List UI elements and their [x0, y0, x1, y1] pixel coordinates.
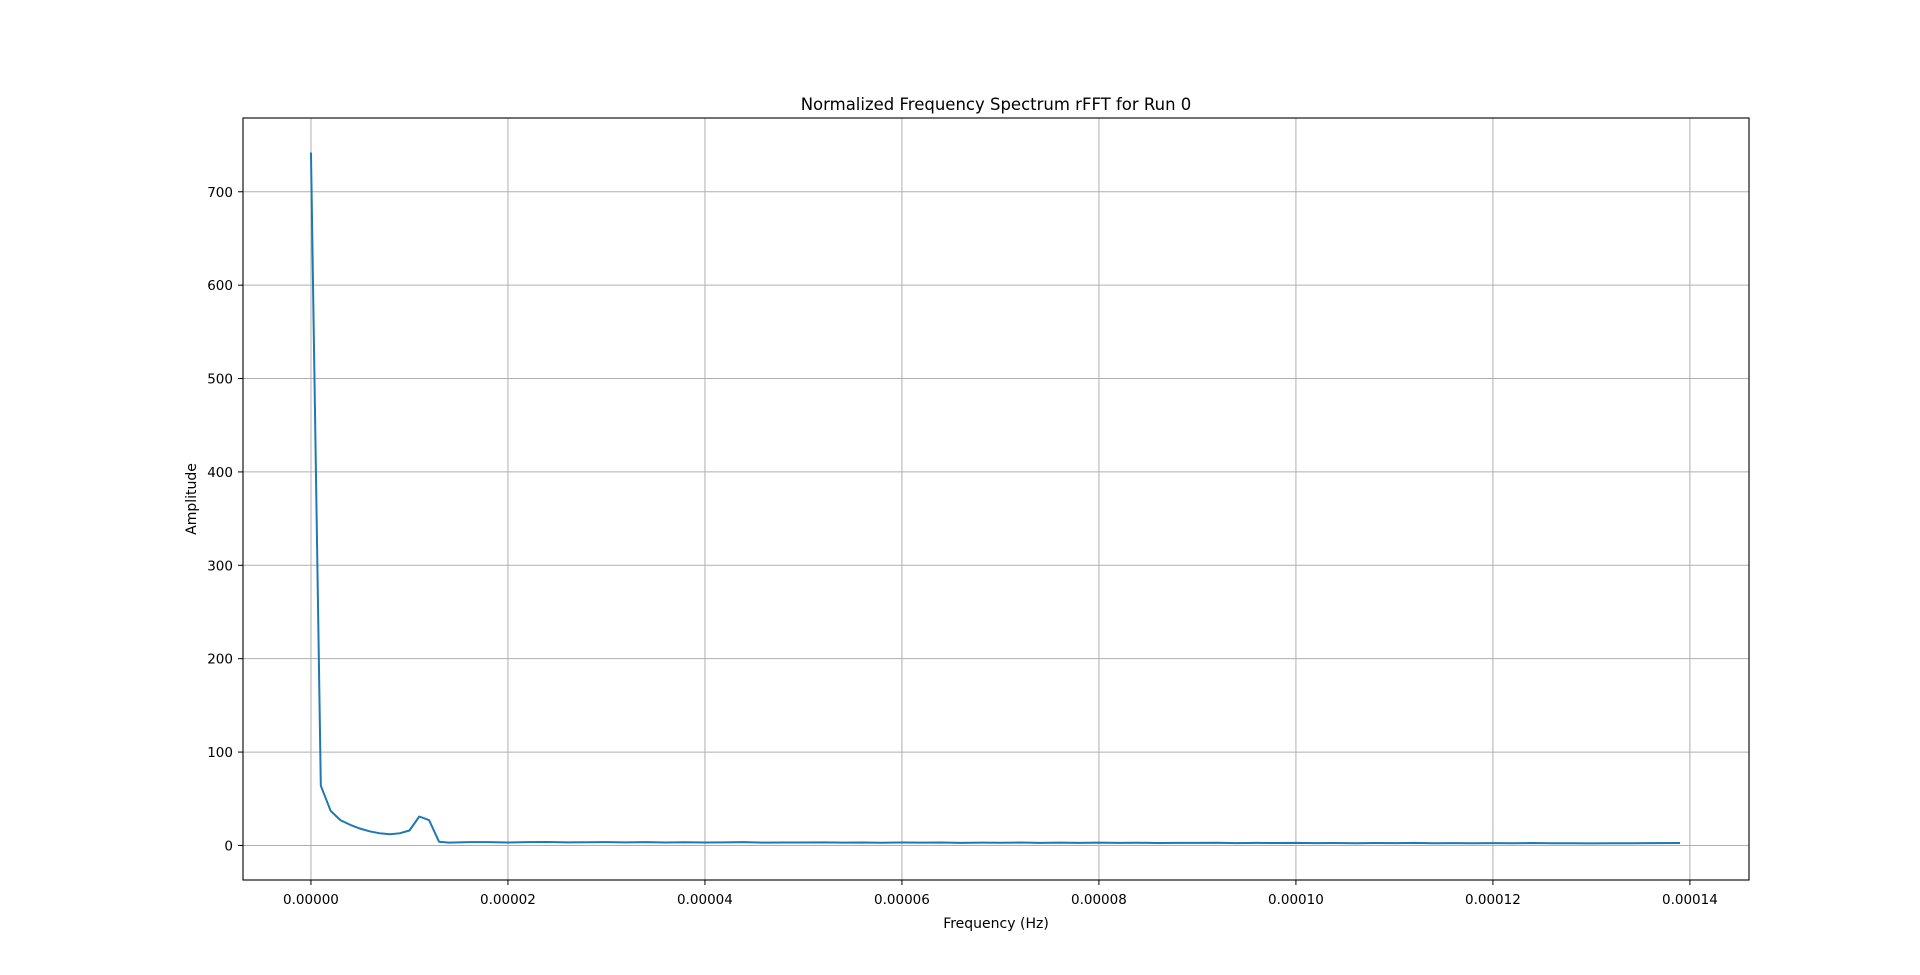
- y-tick-label: 500: [207, 372, 233, 388]
- plot-frame: [242, 117, 1750, 881]
- x-tick-label: 0.00006: [874, 892, 930, 908]
- y-tick-label: 600: [207, 278, 233, 294]
- y-tick-label: 200: [207, 652, 233, 668]
- grid: [243, 118, 1749, 880]
- x-tick-label: 0.00010: [1268, 892, 1324, 908]
- ticks: 0.00000 0.00002 0.00004 0.00006 0.00008 0.000…: [207, 185, 1718, 908]
- series-line: [309, 152, 1681, 845]
- y-tick-label: 700: [207, 185, 233, 201]
- x-tick-label: 0.00002: [480, 892, 536, 908]
- series-layer: [309, 152, 1681, 845]
- x-tick-label: 0.00000: [283, 892, 339, 908]
- y-tick-label: 0: [224, 838, 233, 854]
- y-tick-label: 300: [207, 558, 233, 574]
- x-tick-label: 0.00008: [1071, 892, 1127, 908]
- chart-title: Normalized Frequency Spectrum rFFT for R…: [801, 95, 1192, 114]
- x-axis-label: Frequency (Hz): [943, 916, 1049, 932]
- y-tick-label: 400: [207, 465, 233, 481]
- x-tick-label: 0.00004: [677, 892, 733, 908]
- y-axis-label: Amplitude: [184, 463, 200, 535]
- x-tick-label: 0.00014: [1662, 892, 1718, 908]
- x-tick-label: 0.00012: [1465, 892, 1521, 908]
- y-tick-label: 100: [207, 745, 233, 761]
